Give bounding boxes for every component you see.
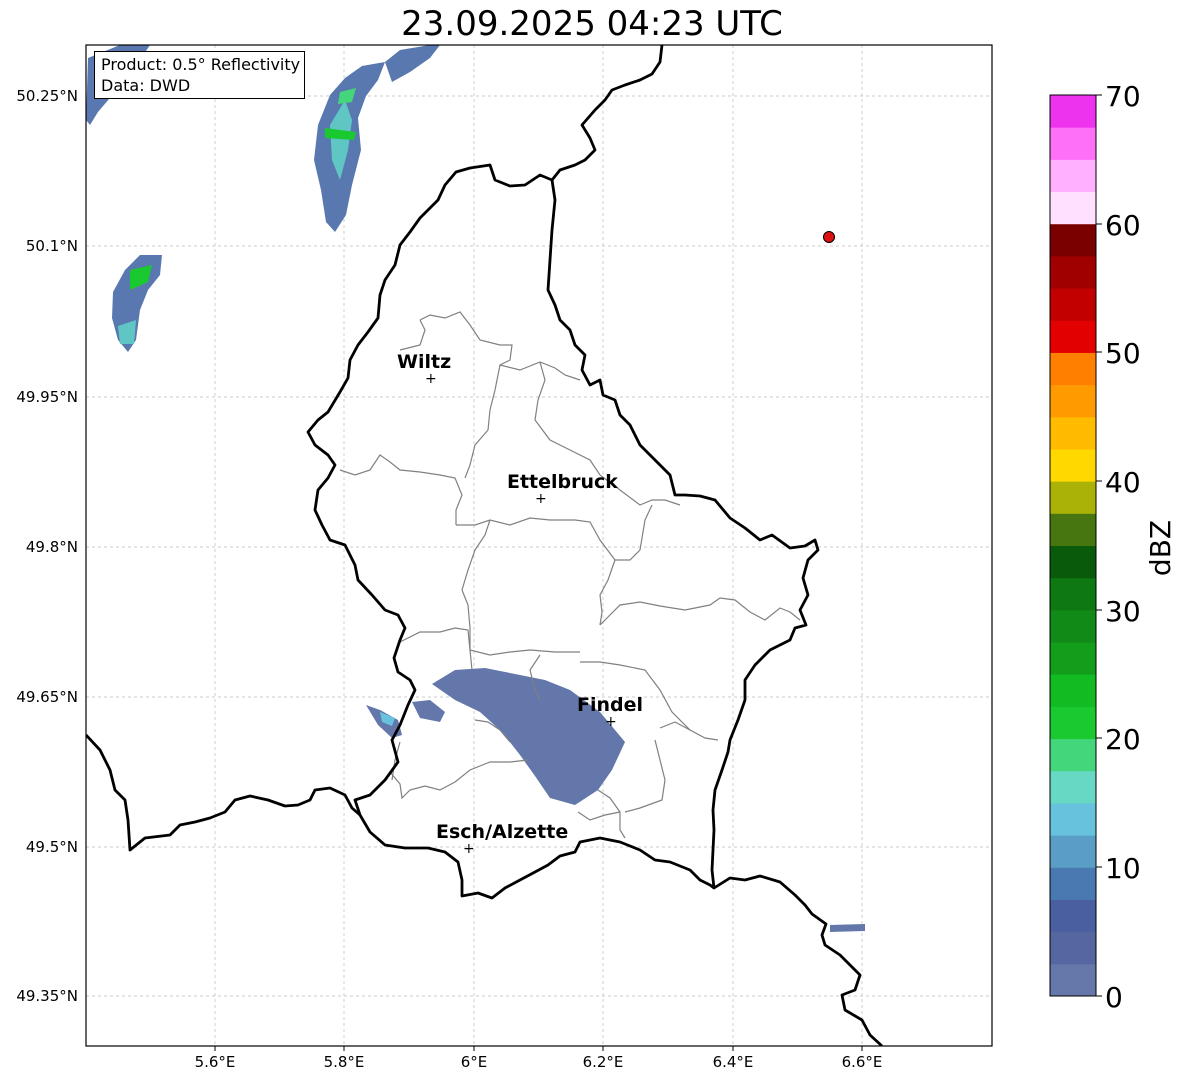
colorbar-tick-label: 50 — [1105, 337, 1141, 370]
colorbar-swatch — [1050, 706, 1096, 740]
colorbar-swatch — [1050, 352, 1096, 386]
echo-band-southwest-cyan — [380, 712, 395, 726]
colorbar-swatch — [1050, 384, 1096, 418]
colorbar-tick-labels: 70 60 50 40 30 20 10 0 — [1105, 80, 1141, 1014]
echo-band-east — [830, 924, 865, 932]
radar-echoes — [86, 45, 865, 932]
map-title: 23.09.2025 04:23 UTC — [401, 4, 783, 44]
colorbar-tick-label: 70 — [1105, 80, 1141, 113]
colorbar-swatch — [1050, 255, 1096, 289]
colorbar-swatch — [1050, 416, 1096, 450]
colorbar-swatch — [1050, 867, 1096, 900]
city-label-ettelbruck: Ettelbruck — [507, 471, 618, 493]
city-label-wiltz: Wiltz — [397, 351, 451, 373]
echo-cell-north-green — [325, 128, 356, 140]
germany-border-south — [713, 874, 883, 1046]
colorbar-swatch — [1050, 159, 1096, 193]
colorbar-tick-label: 40 — [1105, 466, 1141, 499]
germany-border-north — [550, 45, 664, 181]
colorbar-swatch — [1050, 545, 1096, 579]
city-marker-esch: + — [463, 841, 475, 857]
city-wiltz: Wiltz + — [397, 351, 451, 387]
lon-label: 5.6°E — [195, 1053, 236, 1071]
colorbar-tick-label: 30 — [1105, 595, 1141, 628]
lon-label: 6.6°E — [842, 1053, 883, 1071]
canton-borders — [339, 311, 801, 839]
colorbar-swatch — [1050, 513, 1096, 546]
map-frame — [85, 44, 993, 1047]
echo-cell-north-core — [330, 100, 352, 180]
city-marker-ettelbruck: + — [535, 491, 547, 507]
colorbar-swatch — [1050, 802, 1096, 836]
city-marker-wiltz: + — [425, 371, 437, 387]
city-markers: Wiltz + Ettelbruck + Findel + Esch/Alzet… — [397, 351, 643, 857]
colorbar-swatch — [1050, 127, 1096, 160]
axis-ticks — [214, 1046, 863, 1051]
longitude-labels: 5.6°E 5.8°E 6°E 6.2°E 6.4°E 6.6°E — [195, 1053, 883, 1071]
colorbar-frame — [1049, 94, 1097, 997]
lat-label: 50.1°N — [26, 237, 78, 255]
lon-label: 6°E — [461, 1053, 488, 1071]
info-box: Product: 0.5° Reflectivity Data: DWD — [94, 51, 305, 99]
colorbar-swatch — [1050, 191, 1096, 225]
colorbar-swatch — [1050, 609, 1096, 643]
colorbar-tick-label: 60 — [1105, 209, 1141, 242]
echo-band-west — [412, 700, 445, 722]
city-esch: Esch/Alzette + — [436, 821, 568, 857]
colorbar-swatch — [1050, 577, 1096, 611]
colorbar-swatch — [1050, 963, 1096, 997]
lon-label: 5.8°E — [324, 1053, 365, 1071]
france-belgium-border — [86, 734, 361, 852]
colorbar: 70 60 50 40 30 20 10 0 dBZ — [1049, 80, 1177, 1014]
colorbar-swatch — [1050, 642, 1096, 675]
colorbar-unit-label: dBZ — [1144, 520, 1177, 576]
data-source-label: Data: DWD — [101, 76, 191, 95]
lat-label: 49.5°N — [26, 838, 78, 856]
colorbar-swatch — [1050, 770, 1096, 804]
lon-label: 6.2°E — [583, 1053, 624, 1071]
colorbar-swatch — [1050, 95, 1096, 128]
echo-band-south — [432, 668, 625, 805]
gridlines — [86, 45, 992, 1046]
echo-cell-west-cyan — [118, 320, 136, 344]
colorbar-tick-label: 0 — [1105, 981, 1123, 1014]
colorbar-swatch — [1050, 481, 1096, 514]
city-label-findel: Findel — [577, 694, 643, 716]
city-ettelbruck: Ettelbruck + — [507, 471, 618, 507]
colorbar-swatches — [1050, 95, 1096, 997]
colorbar-swatch — [1050, 674, 1096, 707]
colorbar-swatch — [1050, 899, 1096, 933]
colorbar-swatch — [1050, 448, 1096, 482]
colorbar-tick-label: 20 — [1105, 723, 1141, 756]
lat-label: 49.95°N — [16, 388, 78, 406]
colorbar-swatch — [1050, 223, 1096, 257]
colorbar-swatch — [1050, 320, 1096, 353]
city-findel: Findel + — [577, 694, 643, 730]
radar-site-marker — [823, 231, 835, 243]
product-label: Product: 0.5° Reflectivity — [101, 55, 301, 74]
colorbar-swatch — [1050, 835, 1096, 868]
colorbar-ticks — [1096, 94, 1102, 997]
colorbar-swatch — [1050, 288, 1096, 321]
city-label-esch: Esch/Alzette — [436, 821, 568, 843]
lon-label: 6.4°E — [713, 1053, 754, 1071]
colorbar-swatch — [1050, 738, 1096, 772]
lat-label: 50.25°N — [16, 87, 78, 105]
echo-cell-north — [314, 62, 385, 232]
city-marker-findel: + — [605, 714, 617, 730]
lat-label: 49.8°N — [26, 538, 78, 556]
lat-label: 49.65°N — [16, 688, 78, 706]
latitude-labels: 50.25°N 50.1°N 49.95°N 49.8°N 49.65°N 49… — [16, 87, 78, 1005]
colorbar-swatch — [1050, 931, 1096, 965]
luxembourg-border — [306, 163, 820, 900]
echo-cell-north-green2 — [338, 88, 356, 104]
national-borders — [86, 45, 883, 1046]
echo-cell-top — [385, 45, 440, 82]
echo-cell-west-green — [130, 265, 152, 290]
colorbar-tick-label: 10 — [1105, 852, 1141, 885]
lat-label: 49.35°N — [16, 987, 78, 1005]
